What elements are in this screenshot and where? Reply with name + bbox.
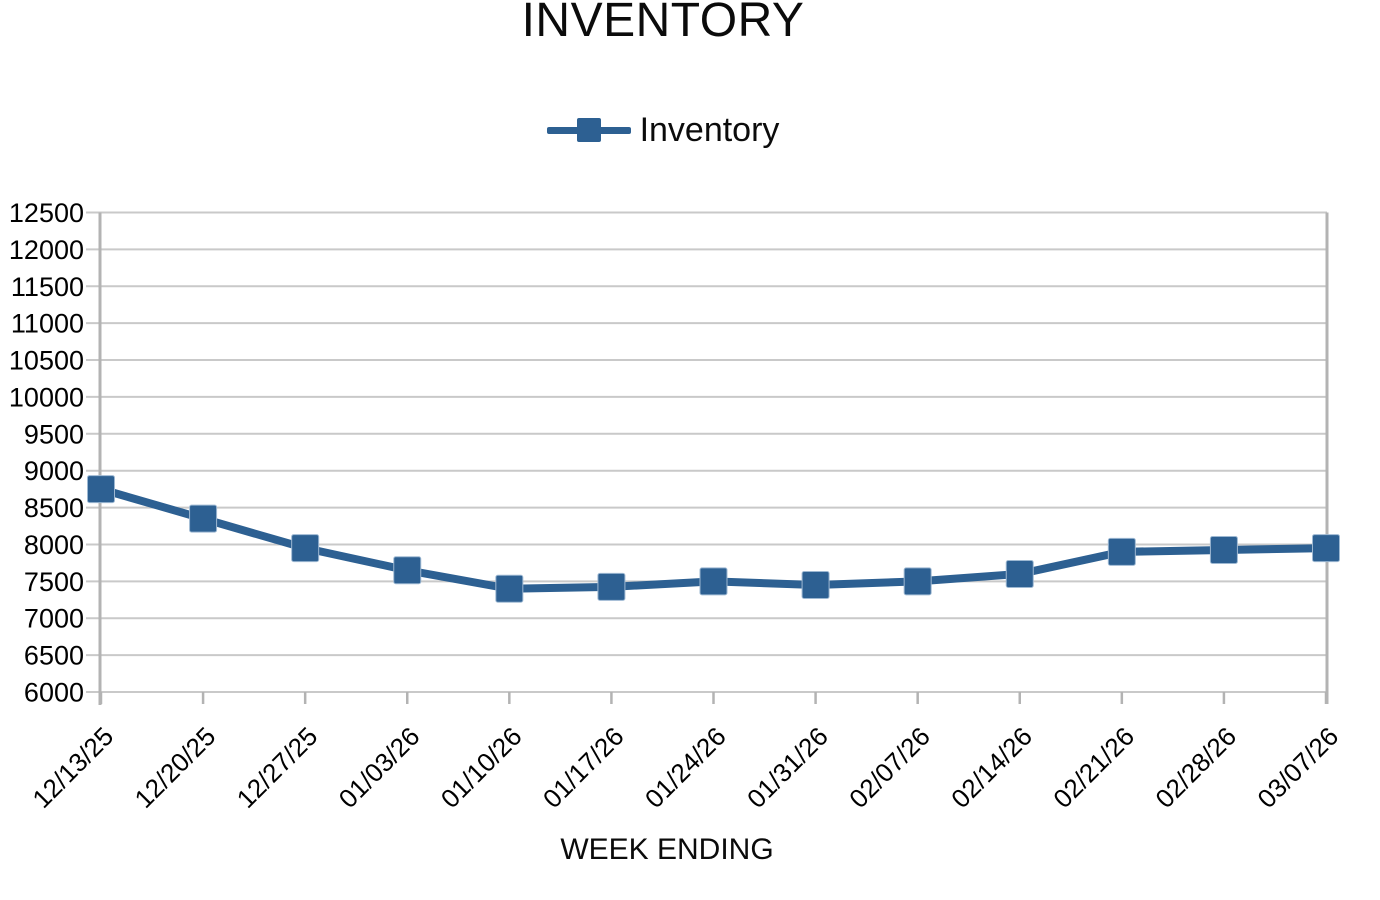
y-axis-tick-label: 6000 [24, 678, 84, 708]
legend-square-marker-icon [576, 118, 601, 142]
y-axis-tick-label: 7500 [24, 567, 84, 597]
x-axis-tick-label: 02/28/26 [1149, 721, 1242, 814]
y-axis-tick-label: 10500 [9, 346, 84, 376]
x-axis-tick-label: 01/17/26 [537, 721, 630, 814]
y-axis-tick-label: 10000 [9, 382, 84, 412]
legend-line-marker-icon [546, 118, 631, 142]
x-axis-title: WEEK ENDING [560, 833, 774, 866]
x-axis-tick-label: 01/03/26 [333, 721, 426, 814]
data-point-marker [291, 534, 320, 563]
y-axis-tick-label: 11500 [11, 272, 84, 302]
x-axis-tick-label: 01/31/26 [741, 721, 834, 814]
y-axis-tick-label: 8500 [24, 493, 84, 523]
x-axis-tick-label: 12/27/25 [231, 721, 324, 814]
y-axis-tick-label: 12500 [9, 198, 84, 228]
data-point-marker [495, 574, 524, 603]
y-axis-tick-label: 7000 [24, 604, 84, 634]
y-axis-tick-label: 9500 [24, 419, 84, 449]
data-point-marker [801, 571, 830, 600]
y-axis-tick-label: 11000 [11, 309, 84, 339]
data-point-marker [1107, 537, 1136, 566]
legend-series-label: Inventory [639, 111, 780, 149]
x-axis-tick-label: 12/13/25 [26, 721, 119, 814]
x-axis-tick-label: 01/24/26 [639, 721, 732, 814]
data-point-marker [597, 572, 626, 601]
data-point-marker [1209, 535, 1238, 564]
data-point-marker [1312, 534, 1340, 563]
data-point-marker [1005, 559, 1034, 588]
x-axis-tick-label: 02/14/26 [945, 721, 1038, 814]
data-point-marker [87, 475, 115, 504]
x-axis-tick-label: 03/07/26 [1251, 721, 1344, 814]
data-point-marker [699, 567, 728, 596]
legend: Inventory [0, 110, 1326, 150]
x-axis-tick-label: 02/07/26 [843, 721, 936, 814]
x-axis-tick-label: 01/10/26 [435, 721, 528, 814]
y-axis-tick-label: 6500 [24, 641, 84, 671]
x-axis-tick-label: 02/21/26 [1047, 721, 1140, 814]
y-axis-tick-label: 9000 [24, 456, 84, 486]
data-point-marker [903, 567, 932, 596]
chart-title: INVENTORY [521, 0, 805, 47]
data-point-marker [393, 556, 422, 585]
y-axis-tick-label: 12000 [9, 235, 84, 265]
x-axis-tick-label: 12/20/25 [129, 721, 222, 814]
data-point-marker [189, 504, 218, 533]
y-axis-tick-label: 8000 [24, 530, 84, 560]
